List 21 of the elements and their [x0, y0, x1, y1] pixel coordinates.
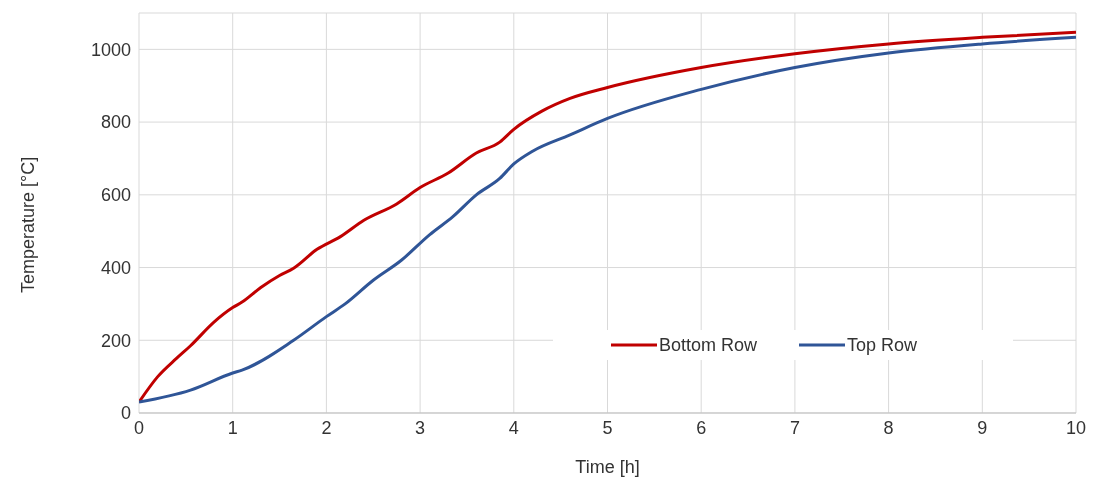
- y-axis-title: Temperature [°C]: [18, 156, 39, 293]
- y-tick-label: 800: [100, 112, 131, 133]
- x-tick-label: 6: [696, 417, 707, 438]
- x-tick-label: 2: [321, 417, 332, 438]
- x-tick-label: 0: [133, 417, 145, 438]
- legend-label: Bottom Row: [658, 334, 757, 356]
- y-tick-label: 600: [100, 185, 131, 206]
- x-tick-label: 9: [977, 417, 988, 438]
- legend-label: Top Row: [847, 334, 918, 356]
- x-tick-label: 10: [1065, 417, 1087, 438]
- x-axis-title: Time [h]: [575, 457, 640, 477]
- y-tick-label: 0: [120, 403, 131, 424]
- y-tick-label: 400: [100, 257, 131, 278]
- x-tick-label: 1: [227, 417, 238, 438]
- x-tick-label: 5: [602, 417, 613, 438]
- x-tick-label: 4: [508, 417, 519, 438]
- y-tick-label: 200: [100, 330, 131, 351]
- x-tick-label: 7: [789, 417, 800, 438]
- x-tick-label: 8: [883, 417, 894, 438]
- x-tick-label: 3: [415, 417, 426, 438]
- y-tick-label: 1000: [90, 39, 131, 60]
